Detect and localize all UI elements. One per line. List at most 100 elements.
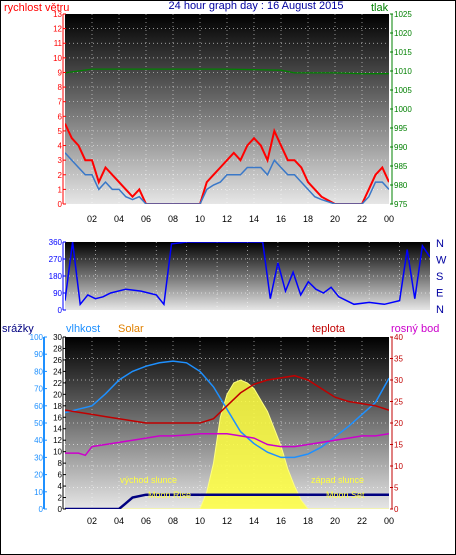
solar-tick: 10 (53, 448, 62, 457)
pressure-tick: 1025 (394, 10, 412, 19)
mid-panel-bg (65, 242, 430, 310)
top-x-tick: 20 (330, 214, 340, 224)
bottom-x-tick: 06 (141, 516, 151, 526)
direction-tick: 90 (53, 289, 62, 298)
solar-tick: 30 (53, 333, 62, 342)
solar-tick: 2 (58, 494, 63, 503)
wind-speed-tick: 9 (58, 68, 63, 77)
compass-label: W (436, 255, 447, 267)
top-x-tick: 04 (114, 214, 124, 224)
solar-tick: 4 (58, 482, 63, 491)
rain-humidity-tick: 60 (34, 402, 43, 411)
wind-speed-tick: 8 (58, 83, 63, 92)
wind-speed-line (65, 123, 389, 204)
rain-line (65, 493, 389, 509)
wind-speed-tick: 11 (54, 39, 63, 48)
bottom-x-tick: 10 (195, 516, 205, 526)
bottom-x-tick: 12 (222, 516, 232, 526)
rain-humidity-tick: 90 (34, 350, 43, 359)
temperature-tick: 20 (394, 419, 403, 428)
solar-tick: 20 (53, 390, 62, 399)
axes: 0123456789101112139759809859909951000100… (30, 10, 447, 526)
top-x-tick: 16 (276, 214, 286, 224)
humidity-label: vlhkost (66, 323, 100, 335)
bottom-x-tick: 02 (87, 516, 97, 526)
temperature-line (65, 374, 389, 424)
pressure-tick: 1015 (394, 48, 412, 57)
mid-panel-series (65, 242, 430, 307)
solar-tick: 12 (53, 436, 62, 445)
sunset-annotation: západ slunce (311, 475, 364, 485)
moonset-annotation: Moon Set (326, 490, 365, 500)
top-x-tick: 00 (384, 214, 394, 224)
top-x-tick: 12 (222, 214, 232, 224)
temperature-tick: 40 (394, 333, 403, 342)
solar-tick: 24 (53, 367, 62, 376)
wind-speed-tick: 0 (58, 200, 63, 209)
wind-speed-tick: 12 (53, 25, 62, 34)
wind-speed-tick: 7 (58, 98, 63, 107)
solar-area (65, 379, 389, 509)
pressure-label: tlak (371, 2, 389, 14)
bottom-x-tick: 16 (276, 516, 286, 526)
top-x-tick: 02 (87, 214, 97, 224)
solar-tick: 26 (53, 356, 62, 365)
compass-label: E (436, 288, 443, 300)
pressure-line (65, 68, 389, 75)
solar-tick: 28 (53, 344, 62, 353)
bottom-x-tick: 14 (249, 516, 259, 526)
chart-title: 24 hour graph day : 16 August 2015 (169, 0, 344, 12)
compass-label: S (436, 271, 443, 283)
rain-humidity-tick: 50 (34, 419, 43, 428)
solar-tick: 18 (53, 402, 62, 411)
wind-speed-tick: 13 (53, 10, 62, 19)
wind-speed-tick: 5 (58, 127, 63, 136)
wind-speed-tick: 1 (58, 185, 63, 194)
bottom-x-tick: 22 (357, 516, 367, 526)
top-x-tick: 22 (357, 214, 367, 224)
temperature-tick: 5 (394, 484, 399, 493)
direction-tick: 360 (49, 238, 63, 247)
wind-speed-tick: 3 (58, 156, 63, 165)
top-x-tick: 08 (168, 214, 178, 224)
humidity-line (65, 360, 389, 459)
temperature-tick: 30 (394, 376, 403, 385)
wind-speed-tick: 6 (58, 112, 63, 121)
sunrise-annotation: východ slunce (120, 475, 177, 485)
solar-tick: 8 (58, 459, 63, 468)
bottom-x-tick: 00 (384, 516, 394, 526)
wind-direction-line (65, 242, 430, 307)
bottom-panel-series (65, 360, 389, 509)
top-panel-series (65, 68, 389, 204)
pressure-tick: 985 (394, 162, 408, 171)
wind-avg-line (65, 152, 389, 204)
solar-label: Solar (118, 323, 144, 335)
compass-label: N (436, 304, 444, 316)
pressure-tick: 975 (394, 200, 408, 209)
bottom-x-tick: 04 (114, 516, 124, 526)
pressure-tick: 1010 (394, 67, 412, 76)
top-panel-bg (65, 14, 389, 204)
rain-humidity-tick: 10 (34, 488, 43, 497)
wind-speed-tick: 10 (53, 54, 62, 63)
direction-tick: 180 (49, 272, 63, 281)
solar-tick: 14 (53, 425, 62, 434)
bottom-x-tick: 20 (330, 516, 340, 526)
rain-humidity-tick: 100 (30, 333, 44, 342)
pressure-tick: 990 (394, 143, 408, 152)
moonrise-annotation: Moon Rise (148, 490, 191, 500)
top-x-tick: 14 (249, 214, 259, 224)
wind-speed-tick: 4 (58, 142, 63, 151)
temperature-tick: 25 (394, 398, 403, 407)
rain-humidity-tick: 70 (34, 385, 43, 394)
solar-tick: 16 (53, 413, 62, 422)
rain-humidity-tick: 40 (34, 436, 43, 445)
pressure-tick: 1020 (394, 29, 412, 38)
direction-tick: 270 (49, 255, 63, 264)
solar-tick: 0 (58, 505, 63, 514)
rain-humidity-tick: 80 (34, 367, 43, 376)
direction-tick: 0 (58, 306, 63, 315)
solar-tick: 6 (58, 471, 63, 480)
temperature-tick: 10 (394, 462, 403, 471)
dewpoint-label: rosný bod (391, 323, 439, 335)
